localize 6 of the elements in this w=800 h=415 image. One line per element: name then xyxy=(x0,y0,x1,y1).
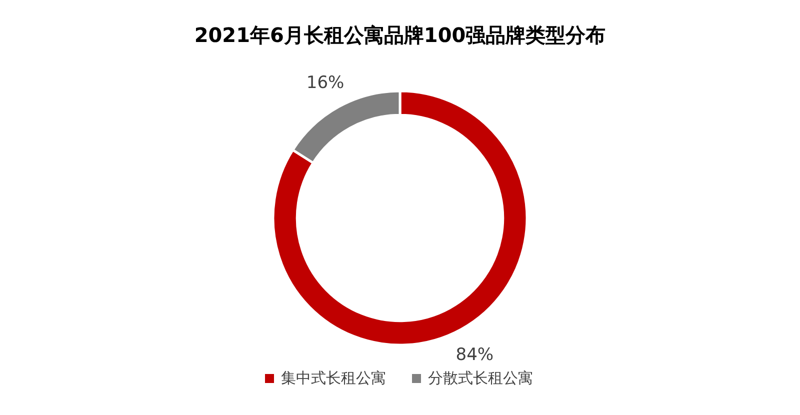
legend-label: 集中式长租公寓 xyxy=(281,369,386,387)
data-label: 16% xyxy=(306,73,344,94)
data-label: 84% xyxy=(456,344,494,365)
donut-slice xyxy=(272,90,528,346)
chart-title: 2021年6月长租公寓品牌100强品牌类型分布 xyxy=(194,23,606,47)
legend-label: 分散式长租公寓 xyxy=(428,369,533,387)
